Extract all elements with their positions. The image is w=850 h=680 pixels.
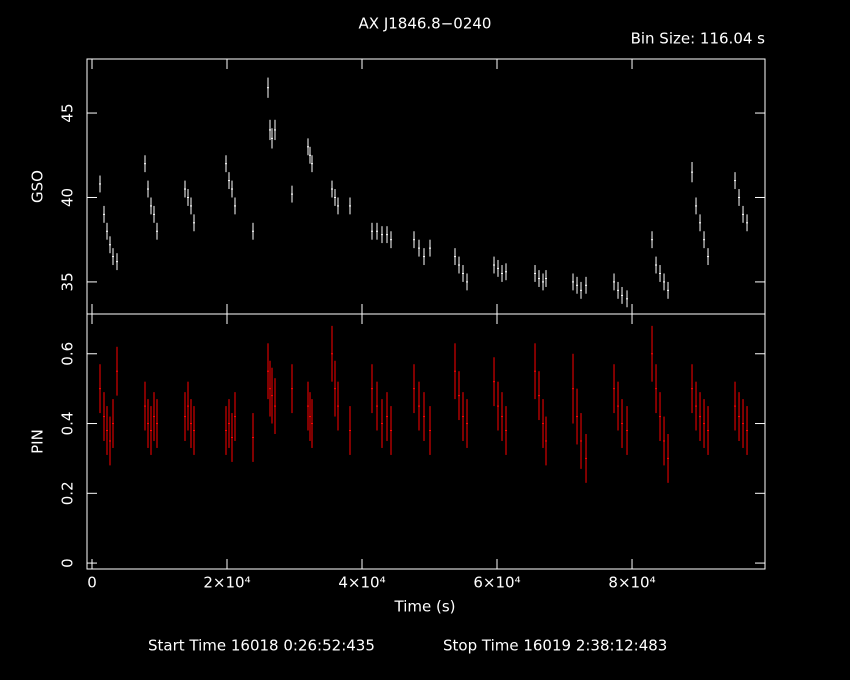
x-tick-label: 4×10⁴	[338, 574, 385, 592]
bin-size: Bin Size: 116.04 s	[631, 30, 766, 48]
y-axis-label: PIN	[29, 429, 47, 454]
y-tick-label: 40	[59, 188, 77, 207]
x-tick-label: 2×10⁴	[203, 574, 250, 592]
y-tick-label: 0.6	[59, 342, 77, 366]
y-tick-label: 0.4	[59, 412, 77, 436]
y-axis-label: GSO	[29, 170, 47, 203]
y-tick-label: 0	[59, 558, 77, 568]
panel-frame	[86, 313, 766, 570]
x-tick-label: 8×10⁴	[608, 574, 655, 592]
stop-time: Stop Time 16019 2:38:12:483	[443, 637, 667, 655]
panel-frame	[86, 58, 766, 315]
x-axis-label: Time (s)	[394, 598, 456, 616]
x-tick-label: 6×10⁴	[473, 574, 520, 592]
y-tick-label: 45	[59, 103, 77, 122]
x-tick-label: 0	[87, 574, 97, 592]
chart-title: AX J1846.8−0240	[359, 15, 492, 33]
y-tick-label: 0.2	[59, 481, 77, 505]
start-time: Start Time 16018 0:26:52:435	[148, 637, 375, 655]
y-tick-label: 35	[59, 272, 77, 291]
